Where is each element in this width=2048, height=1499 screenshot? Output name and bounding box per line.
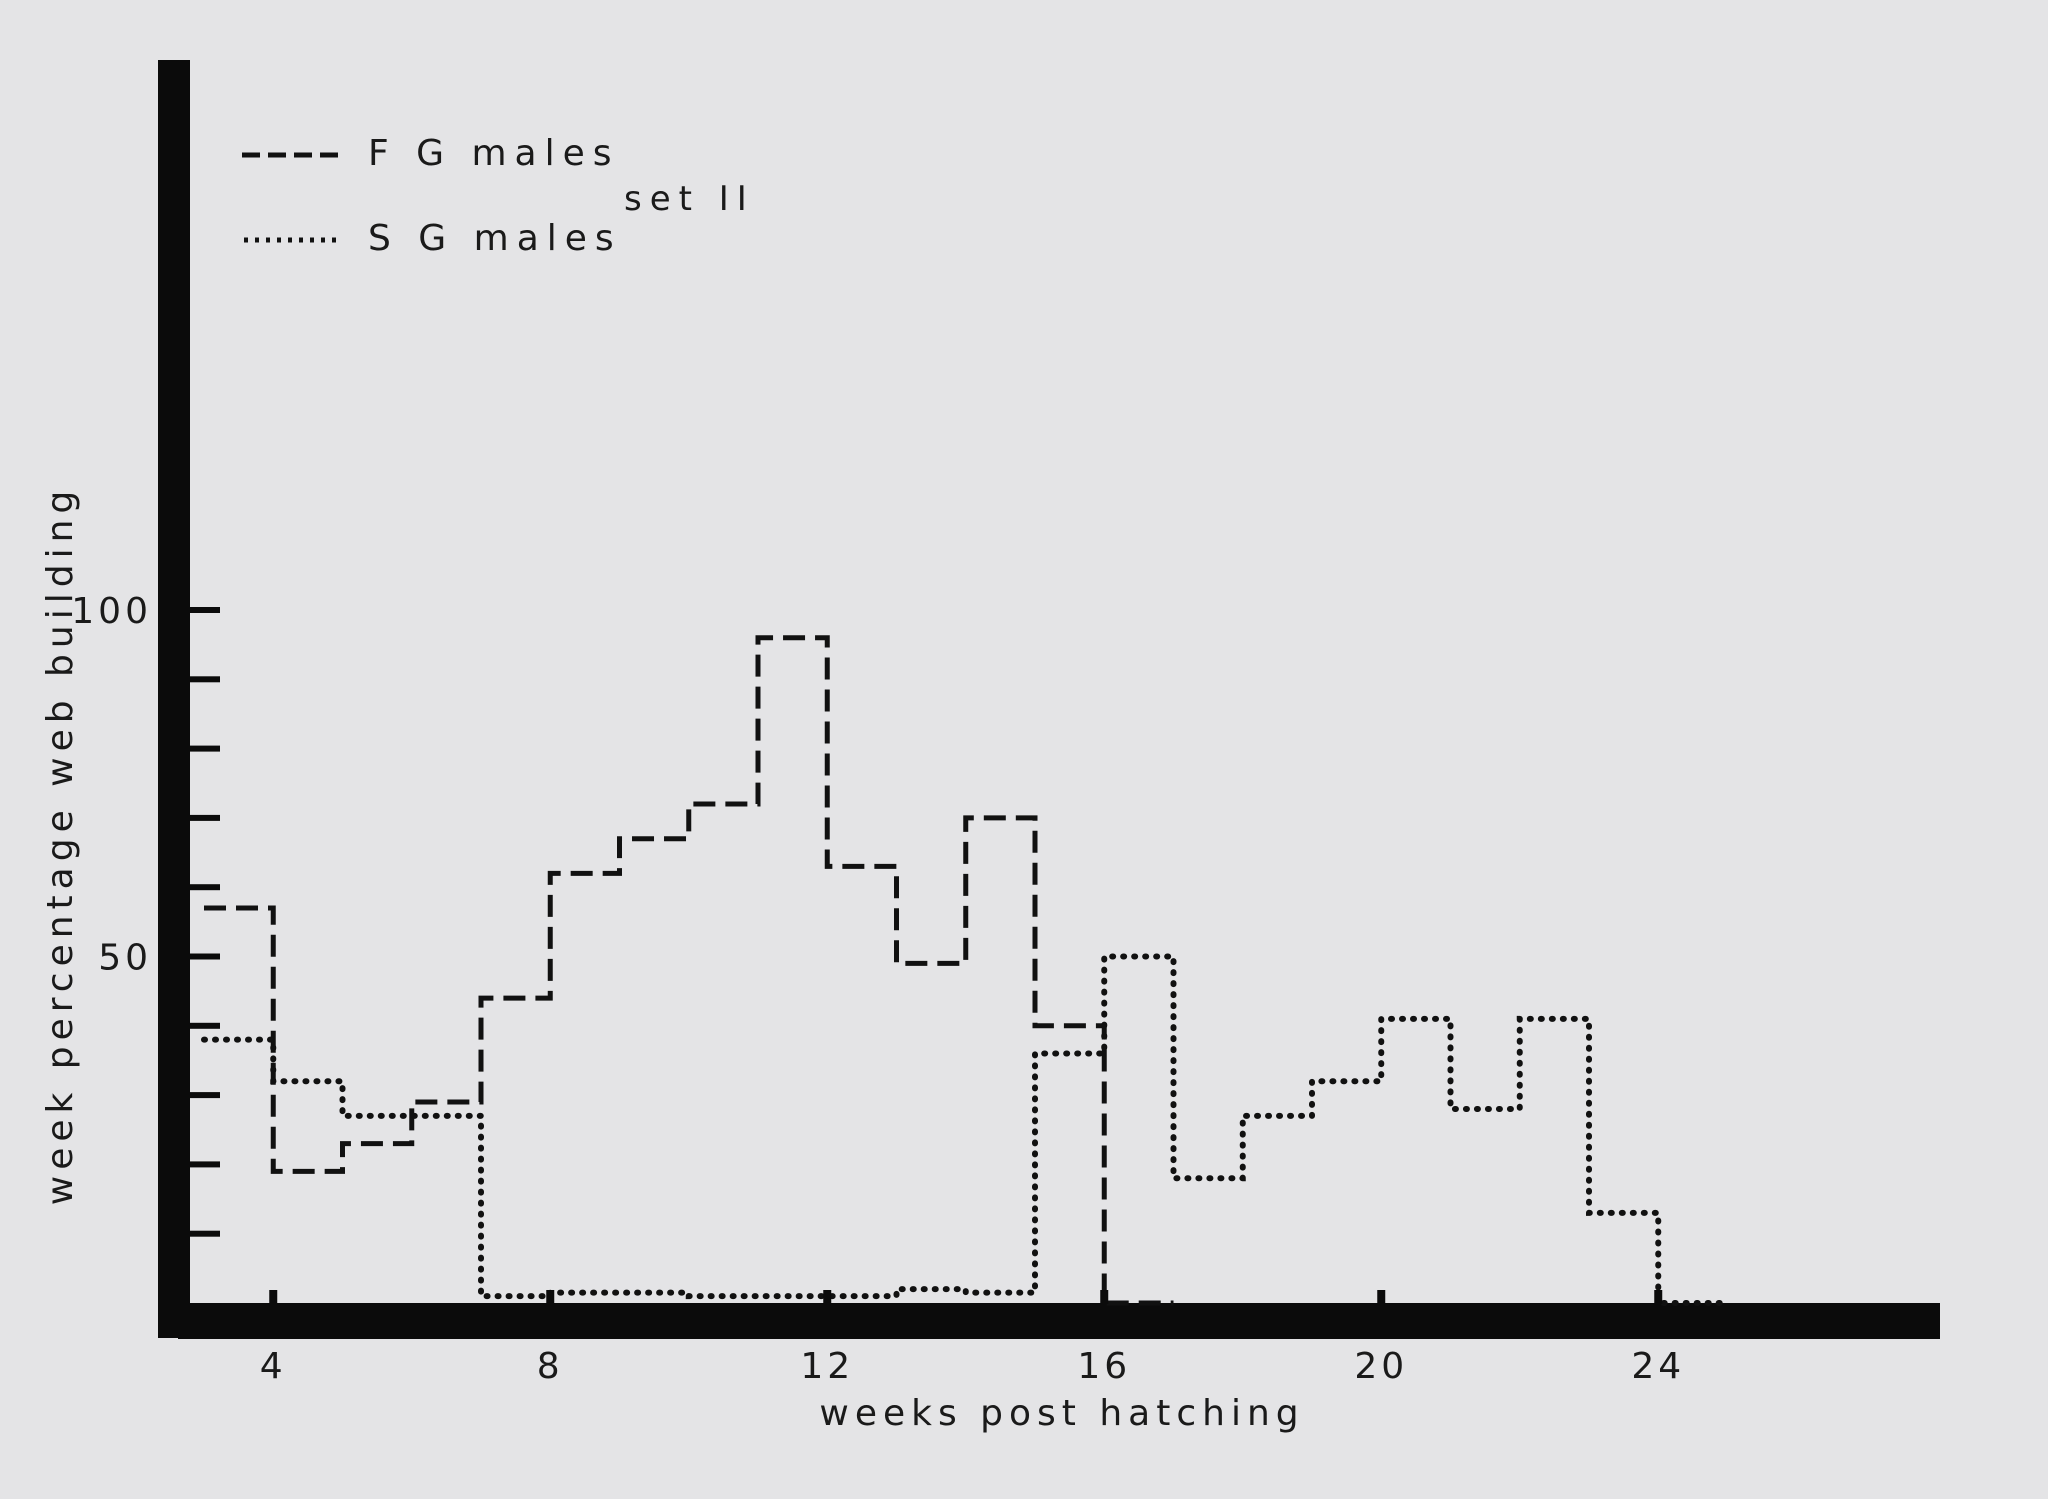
y-tick-70 <box>190 814 220 821</box>
x-tick-label-16: 16 <box>1077 1346 1131 1387</box>
x-tick-16 <box>1100 1290 1109 1304</box>
legend-label-fg: F G males <box>368 133 620 174</box>
x-axis-line <box>178 1303 1940 1339</box>
y-tick-90 <box>190 676 220 683</box>
x-tick-12 <box>823 1290 832 1304</box>
series-line-sg-males <box>201 953 1731 1306</box>
y-tick-10 <box>190 1230 220 1237</box>
tick-layer: 4 8 12 16 20 24 50 100 <box>71 591 1685 1387</box>
y-tick-50 <box>190 953 220 960</box>
x-tick-4 <box>269 1290 278 1304</box>
y-tick-label-50: 50 <box>98 938 152 979</box>
y-tick-20 <box>190 1161 220 1168</box>
chart-annotation: set II <box>624 179 755 219</box>
x-tick-label-20: 20 <box>1354 1346 1408 1387</box>
series-layer <box>201 635 1731 1306</box>
y-axis-title: week percentage web building <box>40 485 81 1206</box>
x-tick-label-4: 4 <box>260 1346 287 1387</box>
x-axis-title: weeks post hatching <box>819 1393 1304 1434</box>
series-line-fg-males <box>204 635 1174 1306</box>
y-tick-60 <box>190 884 220 891</box>
legend-label-sg: S G males <box>368 218 622 259</box>
legend: F G males S G males <box>242 133 622 259</box>
x-tick-8 <box>546 1290 555 1304</box>
y-tick-30 <box>190 1092 220 1099</box>
x-tick-24 <box>1654 1290 1663 1304</box>
y-axis-line <box>158 60 190 1338</box>
x-tick-label-12: 12 <box>800 1346 854 1387</box>
x-tick-label-24: 24 <box>1631 1346 1685 1387</box>
y-tick-label-100: 100 <box>71 591 152 632</box>
y-tick-40 <box>190 1022 220 1029</box>
x-tick-20 <box>1377 1290 1386 1304</box>
y-tick-80 <box>190 745 220 752</box>
y-tick-100 <box>190 607 220 613</box>
x-tick-label-8: 8 <box>537 1346 564 1387</box>
